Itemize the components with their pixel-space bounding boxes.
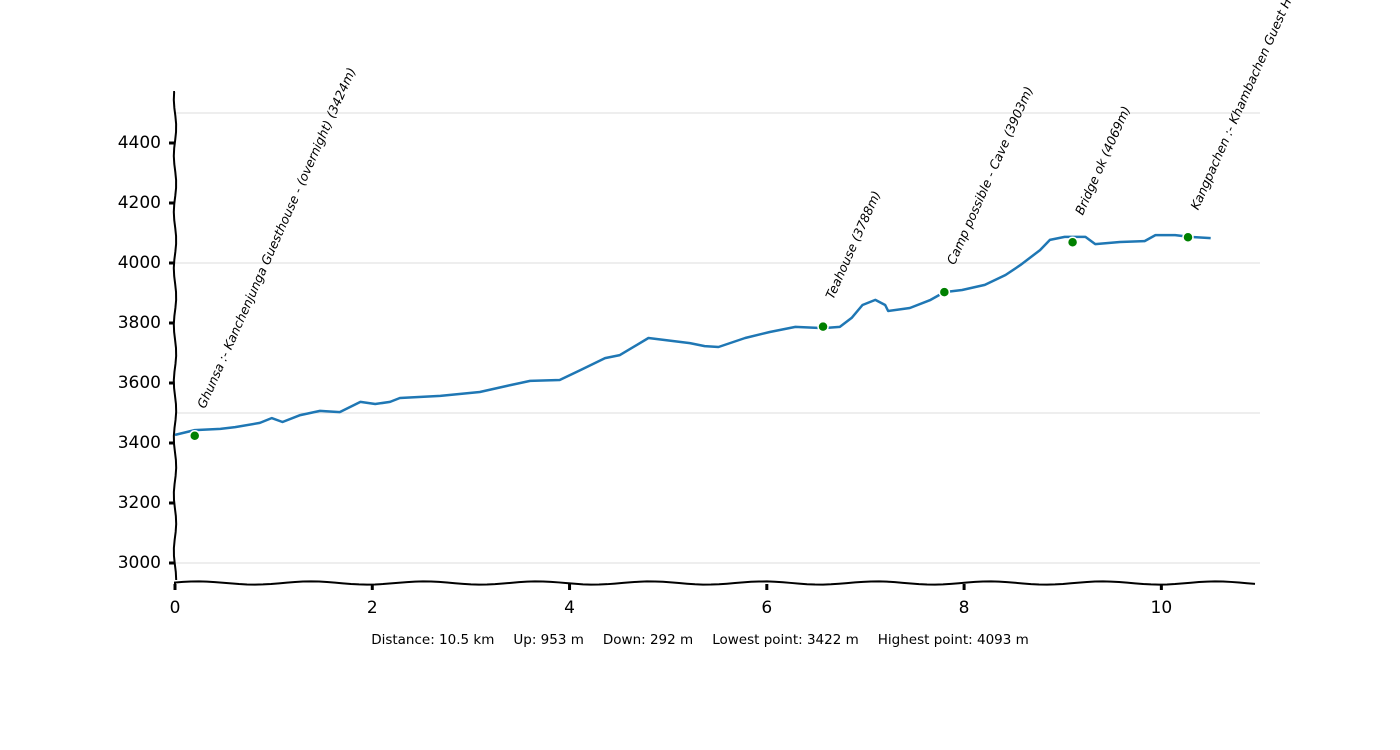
y-tick-label: 3400 [118,433,161,453]
waypoint [938,286,951,298]
y-tick-label: 4200 [118,193,161,213]
waypoint [188,430,201,442]
y-axis [172,91,178,581]
summary-item: Highest point: 4093 m [878,632,1029,648]
x-tick-label: 4 [564,598,575,618]
summary-item: Distance: 10.5 km [371,632,494,648]
x-tick-label: 6 [761,598,772,618]
waypoint-label: Teahouse (3788m) [822,188,883,301]
elevation-line [174,233,1211,437]
y-tick-label: 3000 [118,553,161,573]
waypoint [817,320,829,333]
waypoint-label: Kangpachen :- Khambachen Guest Ho [1187,0,1297,212]
waypoint [1182,231,1194,243]
x-axis [174,580,1256,586]
summary-item: Up: 953 m [513,632,584,648]
summary-item: Lowest point: 3422 m [712,632,859,648]
x-tick-label: 10 [1151,598,1173,618]
x-tick-label: 2 [367,598,378,618]
y-tick-label: 4400 [118,133,161,153]
summary-item: Down: 292 m [603,632,693,648]
waypoint-label: Ghunsa :- Kanchenjunga Guesthouse - (ove… [194,65,359,410]
x-tick-label: 0 [170,598,181,618]
waypoint-label: Bridge ok (4069m) [1072,104,1133,217]
x-tick-label: 8 [959,598,970,618]
y-tick-label: 3800 [118,313,161,333]
y-tick-label: 3200 [118,493,161,513]
y-tick-label: 3600 [118,373,161,393]
y-tick-label: 4000 [118,253,161,273]
waypoint [1066,236,1079,249]
summary: Distance: 10.5 km Up: 953 m Down: 292 m Low… [371,632,1029,648]
waypoint-label: Camp possible - Cave (3903m) [944,84,1036,267]
